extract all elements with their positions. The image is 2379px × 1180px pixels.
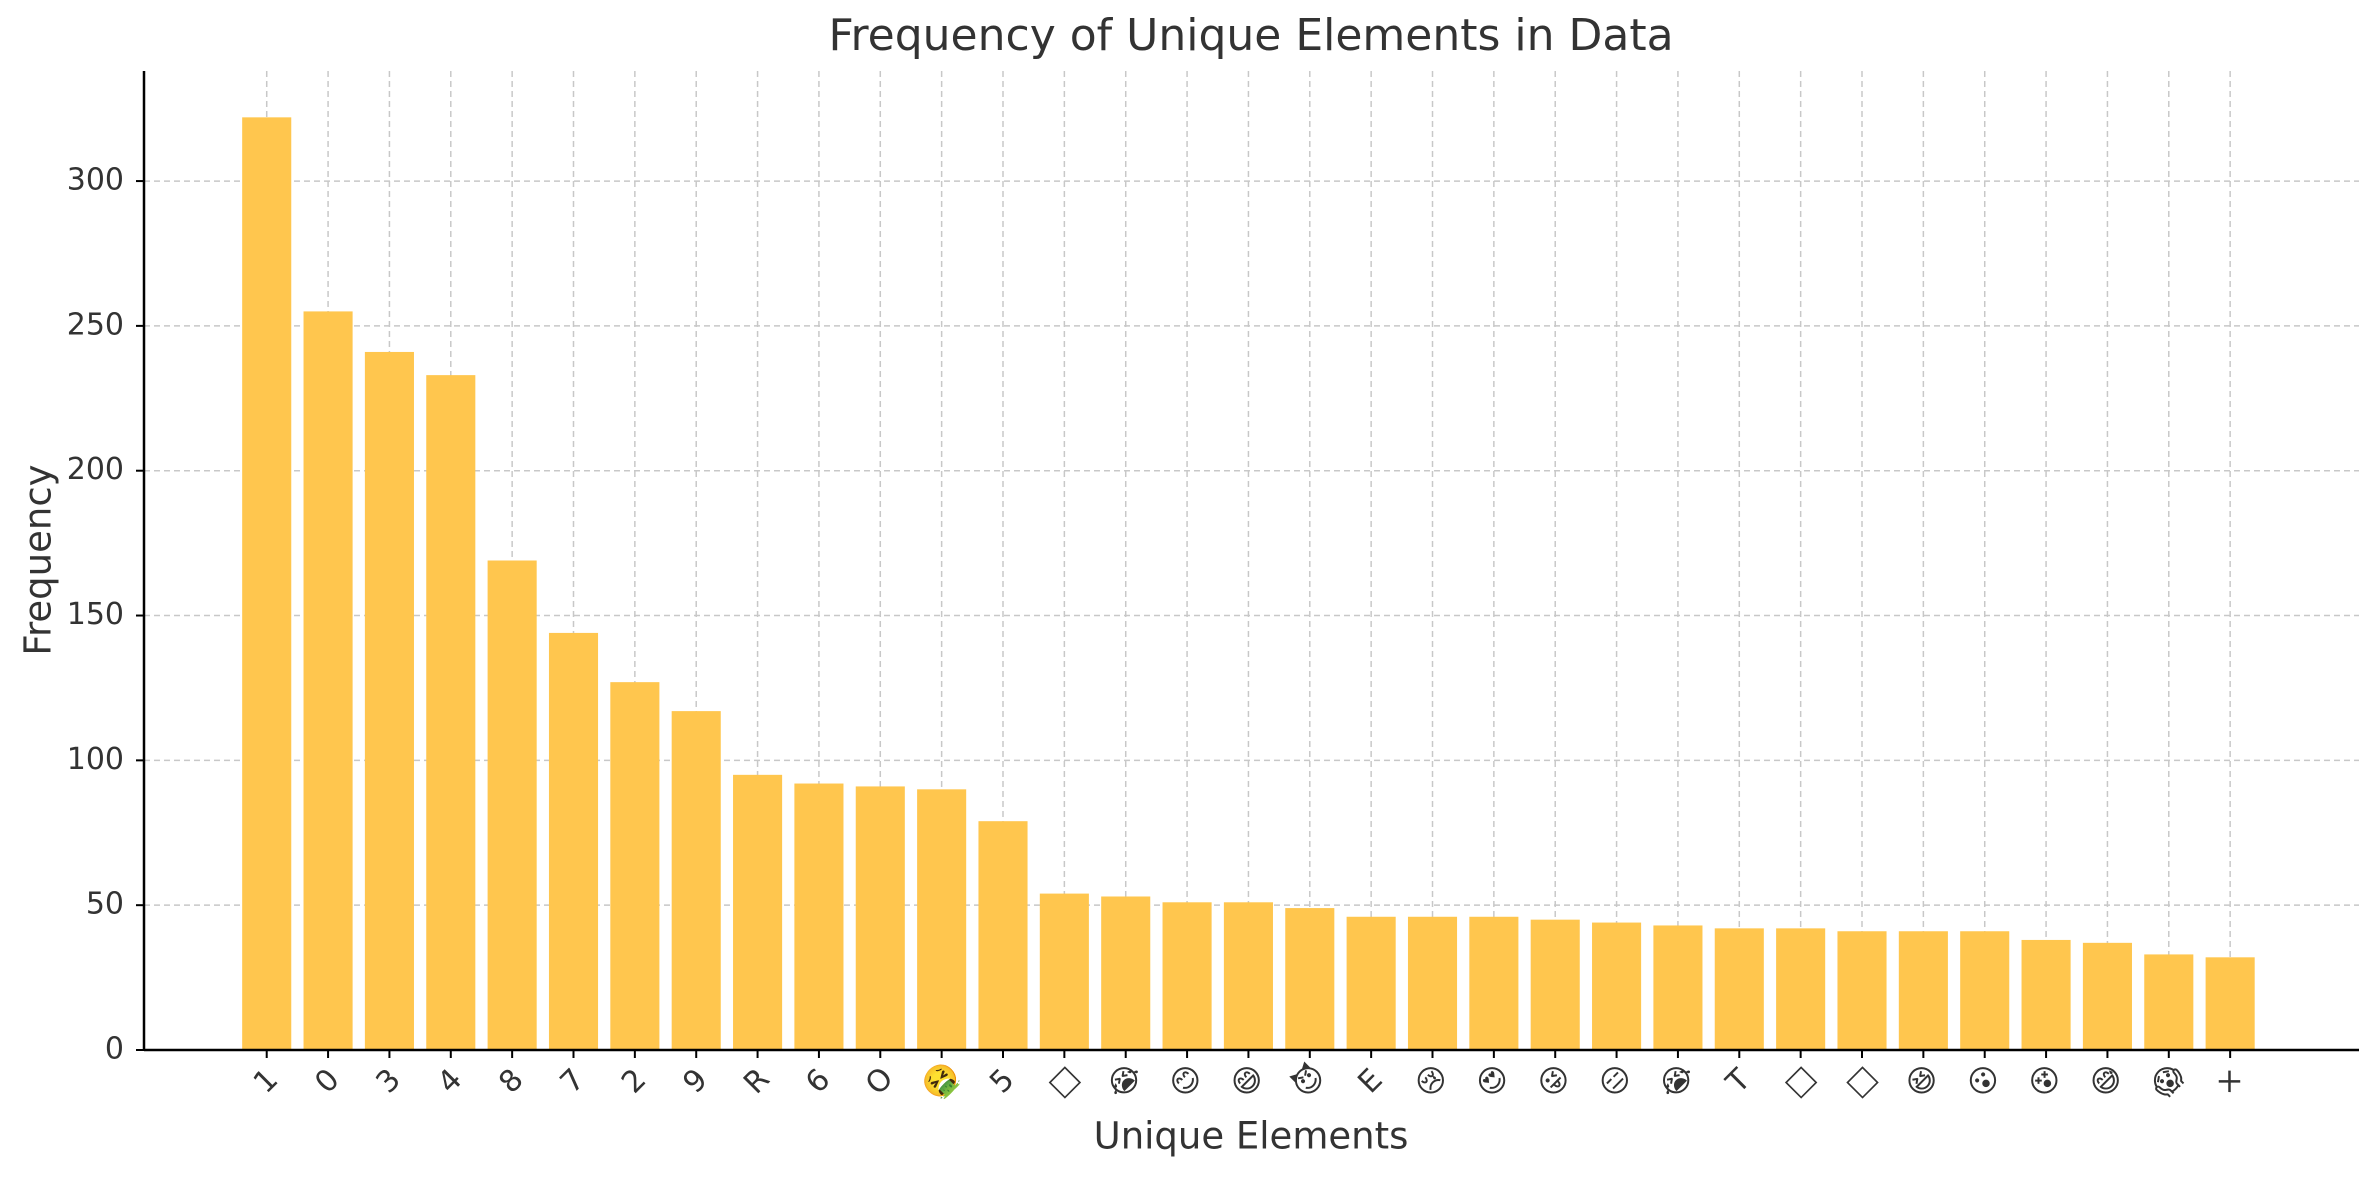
bar — [1898, 931, 1948, 1050]
x-tick-label: 6 — [799, 1062, 837, 1100]
x-axis-label: Unique Elements — [1094, 1115, 1409, 1158]
y-tick-label: 100 — [67, 742, 124, 777]
bar — [733, 774, 783, 1050]
y-tick-label: 150 — [67, 597, 124, 632]
x-tick-label: 😊 — [1163, 1058, 1210, 1105]
bar-layer — [242, 117, 2255, 1051]
x-tick-label: 5 — [983, 1062, 1021, 1100]
x-tick-label: E — [1351, 1062, 1389, 1100]
x-tick-label: 😭 — [1100, 1057, 1150, 1107]
bar — [1346, 916, 1396, 1050]
x-tick-label: 2 — [615, 1062, 653, 1100]
x-tick-label: 1 — [247, 1062, 285, 1100]
bar — [242, 117, 292, 1050]
bar — [610, 682, 660, 1050]
x-tick-label: 3 — [370, 1062, 408, 1100]
x-tick-label: 🤮 — [915, 1056, 966, 1107]
bar — [978, 821, 1028, 1050]
bar — [1960, 931, 2010, 1050]
bar — [1530, 919, 1580, 1050]
bar — [1039, 893, 1089, 1050]
bar — [2021, 939, 2071, 1050]
x-tick-label: 😭 — [1652, 1057, 1702, 1107]
x-tick-label: 9 — [676, 1062, 714, 1100]
x-tick-label: 😅 — [2083, 1058, 2130, 1105]
bar — [426, 375, 476, 1051]
x-tick-label: 8 — [492, 1062, 530, 1100]
bar — [364, 351, 414, 1050]
bar — [1837, 931, 1887, 1050]
x-tick-label: 😜 — [1531, 1058, 1578, 1105]
grid-layer — [144, 71, 2359, 1051]
bar — [1776, 928, 1826, 1050]
bar — [548, 632, 599, 1050]
x-tick-label: 😍 — [1470, 1058, 1517, 1105]
bar — [1469, 916, 1519, 1050]
bar — [1223, 902, 1273, 1050]
x-tick-label: 😮 — [1961, 1058, 2008, 1105]
x-tick-label: 😱 — [2145, 1058, 2192, 1105]
x-tick-label: 7 — [554, 1062, 592, 1100]
bar — [1101, 896, 1151, 1050]
bar — [1285, 908, 1335, 1050]
x-tick-label: 😑 — [1592, 1058, 1639, 1105]
x-tick-label: 😆 — [1899, 1058, 1946, 1105]
bar — [1407, 916, 1458, 1050]
x-tick-label: O — [859, 1061, 900, 1102]
bar — [2082, 942, 2132, 1050]
bar — [1714, 928, 1764, 1050]
x-tick-label: 0 — [308, 1062, 346, 1100]
x-tick-label: 😈 — [1286, 1058, 1333, 1105]
x-tick-label: 😢 — [1408, 1058, 1455, 1105]
x-tick-label: 😄 — [1224, 1058, 1271, 1105]
y-tick-label: 200 — [67, 452, 124, 487]
bar — [1162, 902, 1212, 1050]
x-tick-label: □ — [1839, 1059, 1884, 1104]
x-tick-label: × — [2208, 1060, 2251, 1103]
bar — [855, 786, 905, 1050]
x-tick-label: □ — [1041, 1059, 1086, 1104]
bar — [671, 711, 721, 1050]
bar — [487, 560, 537, 1050]
y-tick-label: 300 — [67, 163, 124, 198]
bar — [1592, 922, 1642, 1050]
bar — [2205, 957, 2255, 1050]
bar — [794, 783, 844, 1050]
bar — [303, 311, 353, 1050]
bar — [917, 789, 967, 1050]
y-tick-label: 250 — [67, 307, 124, 342]
y-tick-label: 0 — [105, 1032, 124, 1067]
chart-title: Frequency of Unique Elements in Data — [828, 10, 1673, 61]
x-tick-label: 4 — [431, 1062, 469, 1100]
x-tick-label: R — [737, 1062, 776, 1101]
x-tick-label: □ — [1778, 1059, 1823, 1104]
bar — [1653, 925, 1703, 1050]
y-tick-label: 50 — [86, 887, 124, 922]
bar — [2144, 954, 2194, 1050]
x-tick-label: 😵 — [2022, 1058, 2069, 1105]
y-axis-label: Frequency — [17, 464, 60, 655]
x-tick-label: T — [1719, 1062, 1758, 1101]
